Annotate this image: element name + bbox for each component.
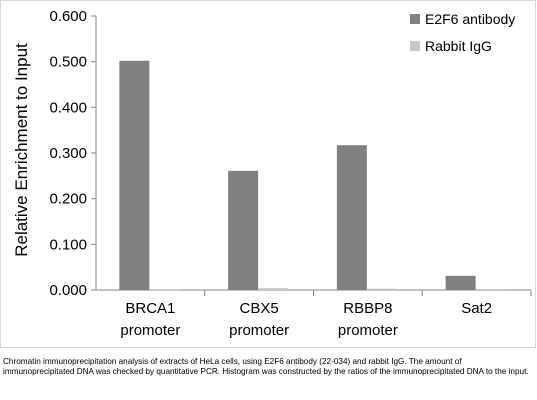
- bar-e2f6-antibody: [336, 145, 367, 290]
- y-tick-label: 0.000: [49, 282, 87, 299]
- x-category-label: promoter: [338, 322, 398, 339]
- y-tick-label: 0.300: [49, 145, 87, 162]
- x-category-label: BRCA1: [125, 300, 175, 317]
- figure-caption: Chromatin immunoprecipitation analysis o…: [3, 357, 529, 376]
- y-tick-label: 0.200: [49, 191, 87, 208]
- chart-frame: 0.000 0.100 0.200 0.300 0.400 0.500 0.600 Relat…: [0, 0, 536, 348]
- bar-e2f6-antibody: [119, 60, 150, 291]
- bar-rabbit-igg: [258, 288, 289, 290]
- legend-swatch: [410, 41, 420, 51]
- x-category-label: RBBP8: [343, 300, 392, 317]
- x-category-label: promoter: [229, 322, 289, 339]
- y-tick-label: 0.400: [49, 99, 87, 116]
- bar-chart: 0.000 0.100 0.200 0.300 0.400 0.500 0.600 Relat…: [12, 8, 532, 339]
- bar-e2f6-antibody: [445, 275, 476, 290]
- x-category-label: promoter: [120, 322, 180, 339]
- y-tick-label: 0.100: [49, 236, 87, 253]
- legend-label: Rabbit IgG: [425, 38, 492, 54]
- y-axis-title: Relative Enrichment to Input: [12, 43, 31, 257]
- bar-rabbit-igg: [149, 289, 180, 290]
- x-category-label: CBX5: [240, 300, 279, 317]
- y-tick-label: 0.600: [49, 8, 87, 25]
- bar-e2f6-antibody: [228, 170, 259, 290]
- y-tick-label: 0.500: [49, 54, 87, 71]
- x-category-label: Sat2: [461, 300, 492, 317]
- legend-swatch: [410, 14, 420, 24]
- bar-rabbit-igg: [475, 289, 506, 290]
- bar-rabbit-igg: [366, 288, 397, 290]
- legend-label: E2F6 antibody: [425, 11, 515, 27]
